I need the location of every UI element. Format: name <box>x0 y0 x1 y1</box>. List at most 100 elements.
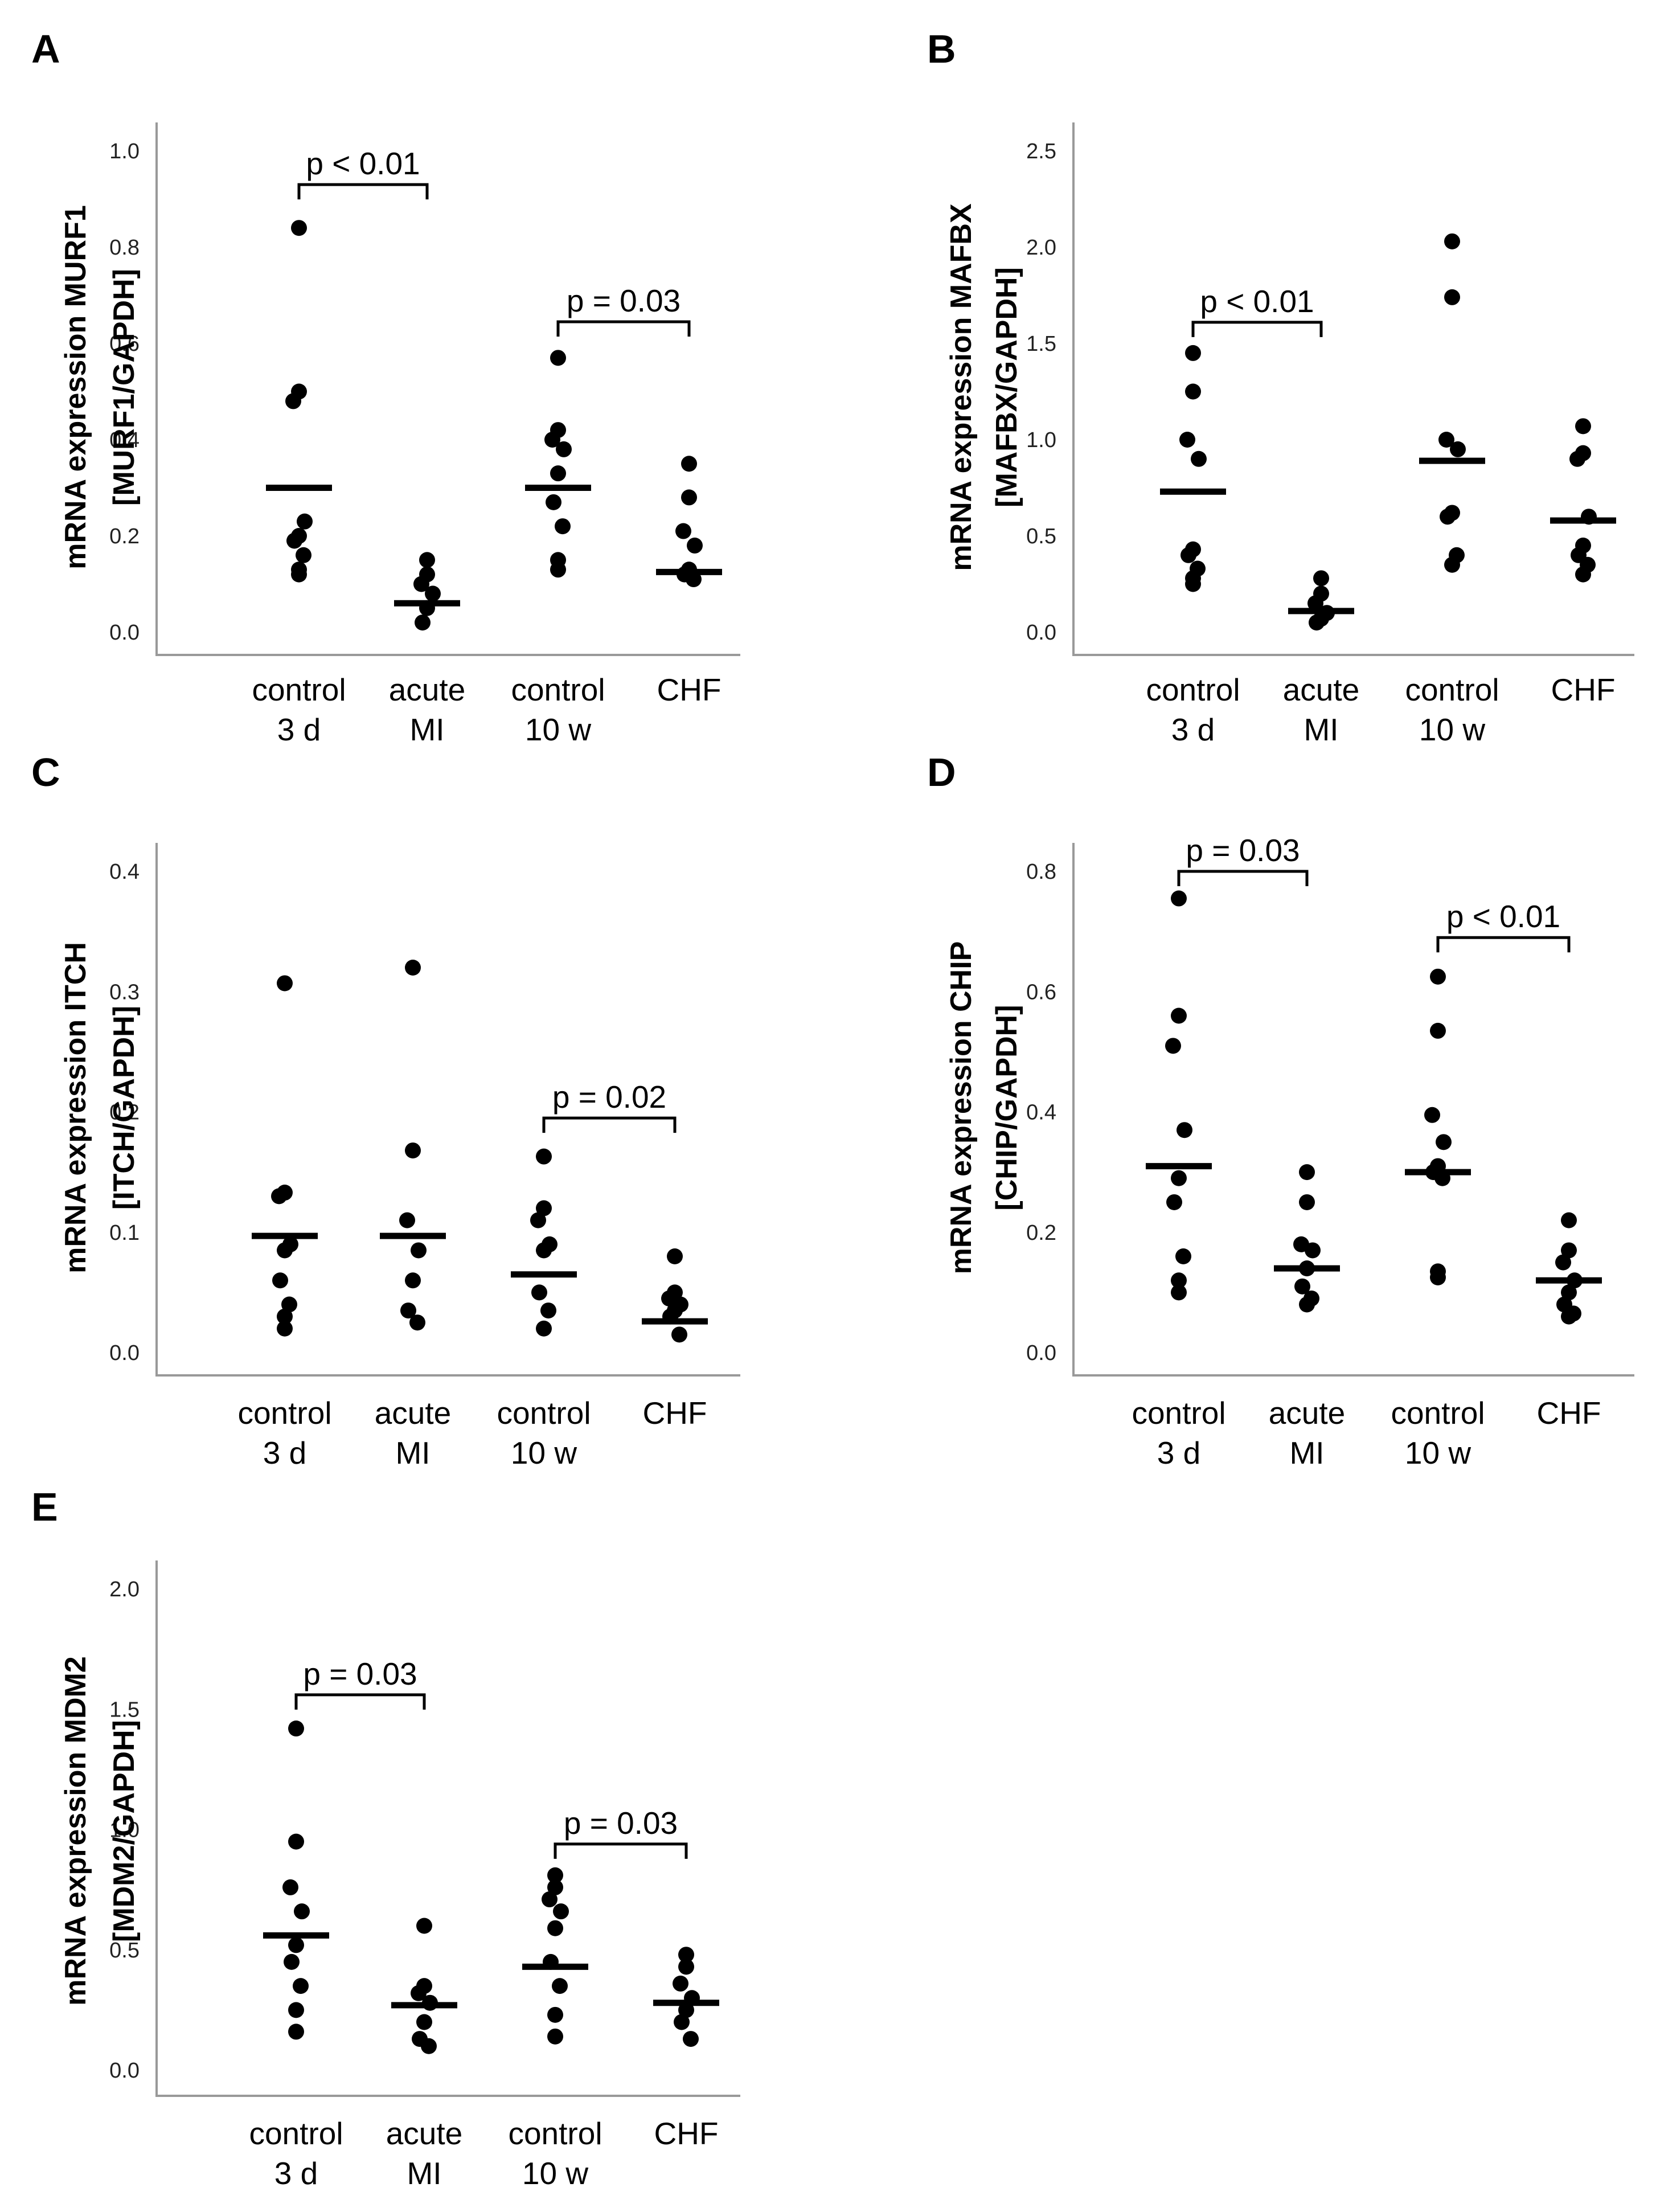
data-point <box>416 1918 432 1934</box>
data-point <box>1175 1248 1191 1264</box>
data-point <box>547 1879 563 1895</box>
significance-bracket <box>1191 321 1323 337</box>
significance-bracket <box>542 1116 677 1133</box>
y-tick-label: 1.5 <box>1026 332 1056 356</box>
y-tick-label: 0.6 <box>109 332 140 356</box>
y-axis-label: mRNA expression ITCH <box>59 942 92 1273</box>
data-point <box>409 1314 425 1331</box>
data-point <box>1166 1194 1182 1210</box>
category-label: acute <box>1269 1395 1346 1431</box>
p-value-label: p = 0.03 <box>1186 833 1300 868</box>
y-axis-label-unit: [MAFBX/GAPDH] <box>990 267 1023 507</box>
axis-frame <box>1072 843 1634 1377</box>
data-point <box>1313 570 1329 587</box>
data-point <box>1575 566 1591 583</box>
data-point <box>1171 1007 1187 1024</box>
data-point <box>547 1867 563 1883</box>
axis-frame <box>155 843 740 1377</box>
category-label-line2: 10 w <box>525 712 591 747</box>
y-tick-label: 2.0 <box>109 1578 140 1601</box>
category-label: control <box>249 2116 343 2151</box>
y-tick-label: 0.6 <box>1026 980 1056 1004</box>
significance-bracket <box>294 1693 426 1710</box>
category-label: control <box>511 672 605 707</box>
data-point <box>673 1975 688 1992</box>
data-point <box>288 1833 304 1850</box>
data-point <box>1430 968 1446 985</box>
panel-d: D 0.0 0.2 0.4 0.6 0.8 mRNA expression CHIP [CHI… <box>927 750 1634 1470</box>
axis-frame <box>155 122 740 656</box>
data-point <box>286 532 302 549</box>
data-point <box>681 489 697 506</box>
data-point <box>550 465 566 482</box>
data-point <box>1165 1038 1181 1054</box>
significance-bracket <box>297 183 429 200</box>
y-axis-label: mRNA expression MURF1 <box>59 205 92 570</box>
data-point <box>1561 1284 1577 1301</box>
category-label-line2: 3 d <box>1171 712 1215 747</box>
y-tick-label: 0.0 <box>1026 621 1056 645</box>
panel-letter: D <box>927 750 956 794</box>
data-point <box>1171 1284 1187 1301</box>
data-point <box>293 1978 309 1994</box>
category-label: control <box>508 2116 602 2151</box>
category-label-line2: MI <box>407 2156 441 2191</box>
category-label: control <box>1391 1395 1485 1431</box>
data-point <box>1305 1242 1321 1259</box>
data-point <box>1436 1134 1452 1150</box>
data-point <box>277 1320 293 1337</box>
data-point <box>282 1879 298 1895</box>
data-point <box>288 1937 304 1953</box>
data-point <box>530 1212 546 1228</box>
data-point <box>687 537 703 554</box>
data-point <box>542 1891 558 1908</box>
panel-c: C 0.0 0.1 0.2 0.3 0.4 mRNA expression ITCH [ITC… <box>31 750 740 1470</box>
panel-b: B 0.0 0.5 1.0 1.5 2.0 2.5 mRNA expression MAFBX… <box>927 27 1634 747</box>
data-point <box>678 2002 694 2018</box>
category-label-line2: 10 w <box>1405 1435 1471 1470</box>
data-point <box>411 1242 427 1259</box>
category-label: control <box>1132 1395 1225 1431</box>
y-tick-label: 0.5 <box>1026 525 1056 548</box>
data-point <box>550 562 566 578</box>
panel-letter: C <box>31 750 60 794</box>
data-point <box>288 2002 304 2018</box>
category-label-line2: MI <box>409 712 444 747</box>
panel-letter: A <box>31 27 60 71</box>
y-tick-label: 0.2 <box>1026 1221 1056 1245</box>
y-tick-label: 2.5 <box>1026 140 1056 163</box>
data-point <box>546 494 561 510</box>
p-value-label: p = 0.02 <box>552 1079 666 1115</box>
data-point <box>291 220 307 236</box>
data-point <box>1191 450 1207 467</box>
category-label: acute <box>375 1395 452 1431</box>
data-point <box>285 393 301 409</box>
data-point <box>1171 1170 1187 1186</box>
data-point <box>400 1302 416 1319</box>
data-point <box>405 1272 421 1289</box>
data-point <box>405 1142 421 1159</box>
data-point <box>531 1284 547 1301</box>
category-label: control <box>497 1395 591 1431</box>
data-point <box>1430 1022 1446 1039</box>
data-point <box>288 1721 304 1737</box>
category-label-line2: 3 d <box>277 712 321 747</box>
data-point <box>1569 450 1585 467</box>
data-point <box>415 615 431 631</box>
significance-bracket <box>1177 870 1309 886</box>
category-label-line2: 3 d <box>274 2156 318 2191</box>
category-label: control <box>1146 672 1240 707</box>
category-label: CHF <box>1551 672 1615 707</box>
category-label: CHF <box>654 2116 718 2151</box>
y-tick-label: 0.2 <box>109 525 140 548</box>
y-tick-label: 0.4 <box>109 860 140 884</box>
data-point <box>683 2031 699 2047</box>
data-point <box>1561 1308 1577 1325</box>
category-label-line2: 10 w <box>522 2156 588 2191</box>
axis-frame <box>1072 122 1634 656</box>
data-point <box>1299 1296 1315 1313</box>
y-tick-label: 2.0 <box>1026 236 1056 260</box>
y-axis-label-unit: [MDM2/GAPDH] <box>108 1720 141 1942</box>
data-point <box>547 2028 563 2045</box>
